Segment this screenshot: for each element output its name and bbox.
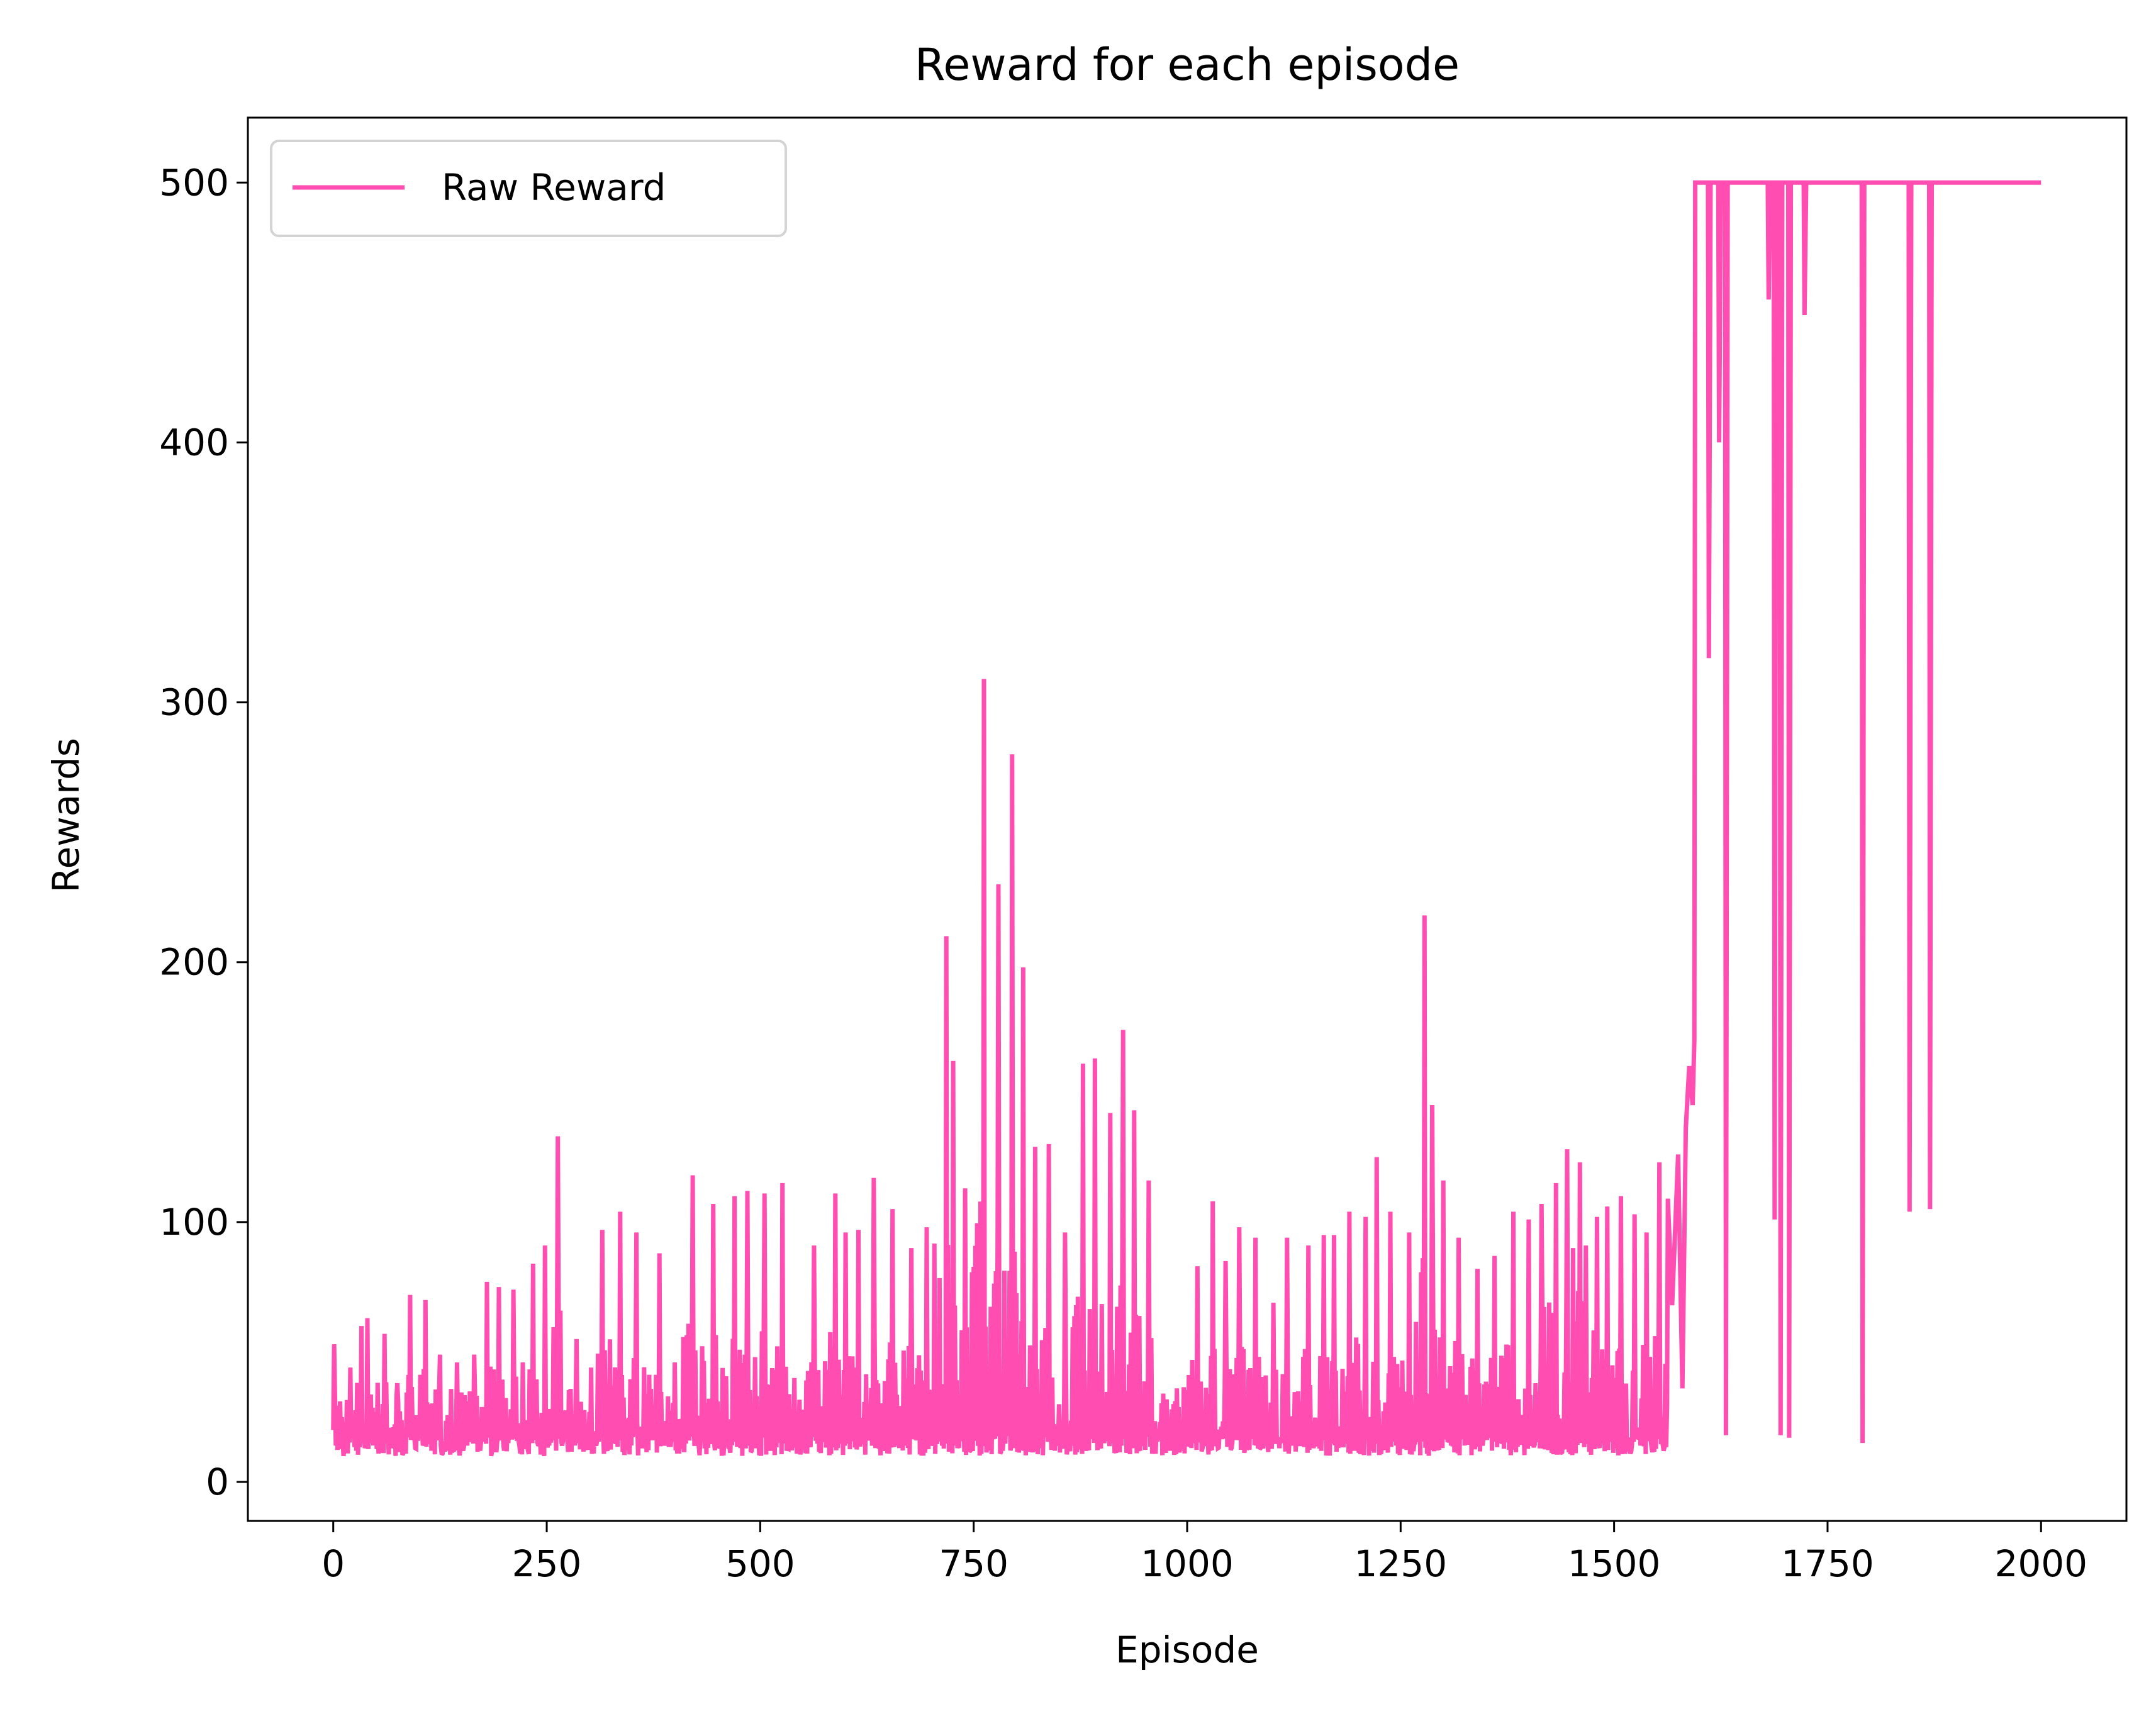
legend: Raw Reward (270, 140, 787, 237)
y-axis-label: Rewards (45, 738, 87, 893)
x-tick-label: 1750 (1781, 1542, 1874, 1585)
x-tick-label: 1500 (1568, 1542, 1661, 1585)
legend-label-raw-reward: Raw Reward (442, 166, 666, 209)
legend-box (270, 140, 787, 237)
x-tick-label: 750 (939, 1542, 1008, 1585)
x-tick-label: 1000 (1141, 1542, 1234, 1585)
axes: 0 250 500 750 1000 1250 1500 1750 2000 0 100 200 300… (159, 116, 2128, 1585)
plot-area (331, 180, 2041, 1457)
y-tick-label: 400 (159, 421, 229, 464)
series-line-raw-reward (331, 180, 2041, 1457)
y-tick-label: 300 (159, 681, 229, 724)
chart-title: Reward for each episode (915, 39, 1460, 91)
x-tick-label: 2000 (1994, 1542, 2087, 1585)
y-tick-label: 100 (159, 1201, 229, 1244)
x-tick-label: 1250 (1354, 1542, 1448, 1585)
x-tick-label: 250 (512, 1542, 582, 1585)
x-axis-label: Episode (1115, 1628, 1259, 1671)
y-tick-label: 500 (159, 161, 229, 204)
x-tick-label: 500 (725, 1542, 795, 1585)
y-tick-label: 0 (206, 1461, 229, 1503)
x-tick-label: 0 (321, 1542, 345, 1585)
y-tick-label: 200 (159, 941, 229, 984)
